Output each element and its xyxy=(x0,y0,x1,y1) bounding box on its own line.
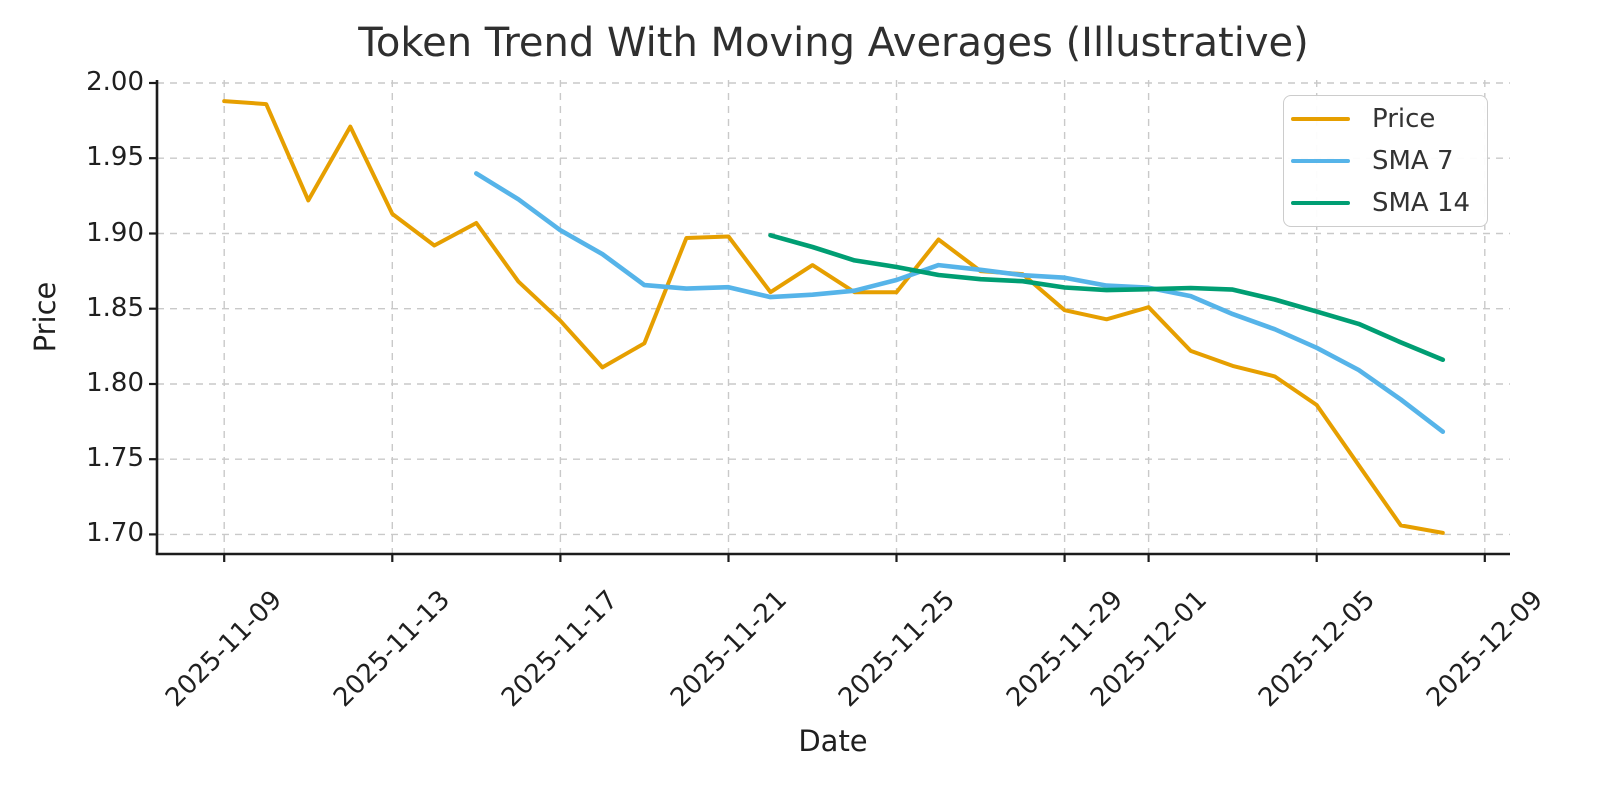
y-tick-label: 1.80 xyxy=(86,367,144,398)
legend-item-price: Price xyxy=(1284,98,1487,140)
series-line-sma-14 xyxy=(768,233,1446,363)
x-axis-label: Date xyxy=(798,724,868,758)
y-tick-label: 1.75 xyxy=(86,442,144,473)
series-line-price xyxy=(222,99,1445,535)
sma7-line-swatch xyxy=(1291,158,1350,164)
legend: Price SMA 7 SMA 14 xyxy=(1283,95,1488,227)
series-line-sma-7 xyxy=(473,171,1446,435)
legend-label-sma7: SMA 7 xyxy=(1372,146,1454,176)
legend-label-price: Price xyxy=(1372,104,1436,134)
y-tick-label: 1.90 xyxy=(86,217,144,248)
legend-label-sma14: SMA 14 xyxy=(1372,188,1471,218)
legend-item-sma14: SMA 14 xyxy=(1284,182,1487,224)
legend-item-sma7: SMA 7 xyxy=(1284,140,1487,182)
y-tick-label: 1.70 xyxy=(86,518,144,549)
y-tick-label: 2.00 xyxy=(86,66,144,97)
chart-title: Token Trend With Moving Averages (Illust… xyxy=(358,20,1309,66)
y-tick-label: 1.95 xyxy=(86,141,144,172)
price-line-swatch xyxy=(1291,116,1350,122)
sma14-line-swatch xyxy=(1291,200,1350,206)
y-tick-label: 1.85 xyxy=(86,292,144,323)
